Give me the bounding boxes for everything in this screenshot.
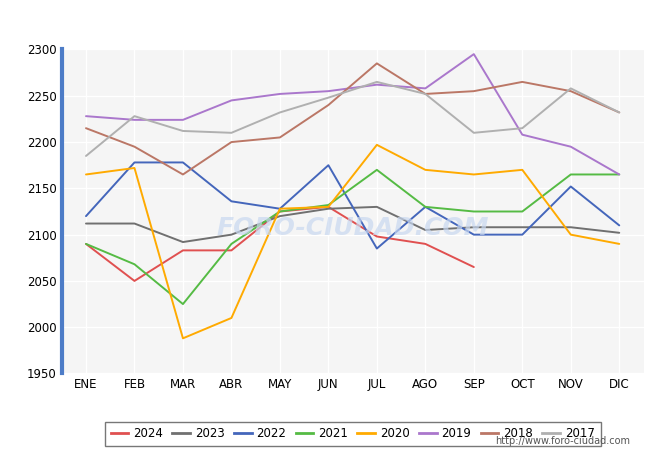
Text: Afiliados en Azuaga a 30/9/2024: Afiliados en Azuaga a 30/9/2024 <box>191 9 459 27</box>
Legend: 2024, 2023, 2022, 2021, 2020, 2019, 2018, 2017: 2024, 2023, 2022, 2021, 2020, 2019, 2018… <box>105 422 601 446</box>
Text: FORO-CIUDAD.COM: FORO-CIUDAD.COM <box>216 216 489 240</box>
Text: http://www.foro-ciudad.com: http://www.foro-ciudad.com <box>495 436 630 446</box>
